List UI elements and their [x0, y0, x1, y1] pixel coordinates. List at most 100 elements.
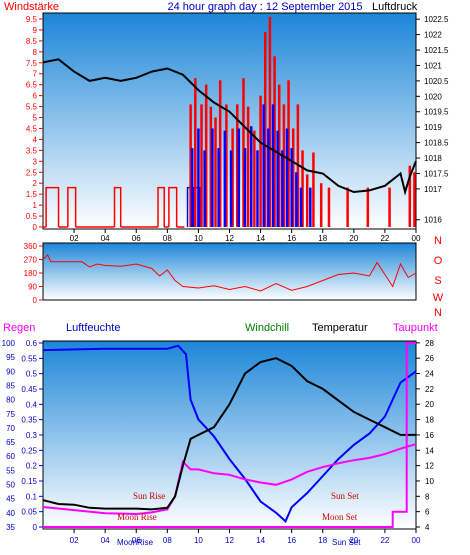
x-tick-label: 08: [163, 234, 172, 243]
temp-tick-label: 6: [425, 508, 430, 517]
x-tick-label: 02: [70, 536, 79, 545]
humidity-tick-label: 50: [6, 481, 15, 490]
pressure-tick-label: 1018: [424, 154, 442, 163]
pressure-tick-label: 1018.5: [424, 139, 449, 148]
wind-tick-label: 9.5: [26, 15, 38, 24]
pressure-tick-label: 1021.5: [424, 46, 449, 55]
wind-tick-label: 0.5: [26, 212, 38, 221]
wind-tick-label: 7.5: [26, 59, 38, 68]
rain-tick-label: 0.45: [21, 385, 37, 394]
x-tick-label: 22: [380, 536, 389, 545]
humidity-axis: 35 40 45 50 55 60 65 70 75 80 85 90 95 100: [2, 339, 16, 532]
temp-tick-label: 24: [425, 370, 434, 379]
wind-segment: [168, 186, 178, 227]
humidity-tick-label: 90: [6, 367, 15, 376]
x-tick-label: 06: [132, 536, 141, 545]
pressure-tick-label: 1022.5: [424, 15, 449, 24]
rain-tick-label: 0.15: [21, 477, 37, 486]
rain-tick-label: 0.5: [26, 370, 38, 379]
rain-tick-label: 0.2: [26, 462, 38, 471]
temp-tick-label: 10: [425, 477, 434, 486]
wind-tick-label: 3: [33, 157, 38, 166]
temp-tick-label: 26: [425, 354, 434, 363]
dewpoint-title: Taupunkt: [393, 322, 438, 334]
humidity-tick-label: 35: [6, 523, 15, 532]
compass-label: N: [434, 307, 442, 319]
moon-set-label: Moon Set: [322, 512, 358, 522]
pressure-axis: 1016 1017 1017.5 1018 1018.5 1019 1019.5 1020 10…: [416, 15, 449, 225]
rain-tick-label: 0: [33, 523, 38, 532]
pressure-line: [42, 58, 417, 196]
humidity-tick-label: 55: [6, 466, 15, 475]
wind-tick-label: 1.5: [26, 190, 38, 199]
wind-segment: [67, 186, 77, 227]
temperature-x-axis: 02 04 06 08 10 12 14 16 18 20 22 00: [70, 529, 421, 545]
x-tick-label: 12: [225, 234, 234, 243]
chart-title: 24 hour graph day : 12 September 2015: [167, 1, 362, 13]
x-tick-label: 10: [194, 234, 203, 243]
humidity-tick-label: 85: [6, 381, 15, 390]
x-tick-label: 20: [349, 234, 358, 243]
wind-tick-label: 8: [33, 48, 38, 57]
pressure-tick-label: 1020.5: [424, 77, 449, 86]
pressure-tick-label: 1017.5: [424, 169, 449, 178]
x-tick-label: 00: [412, 234, 421, 243]
rain-title: Regen: [3, 322, 35, 334]
wind-tick-label: 7: [33, 70, 38, 79]
temperature-axis: 4 6 8 10 12 14 16 18 20 22 24 26 28: [416, 339, 434, 532]
humidity-tick-label: 75: [6, 410, 15, 419]
pressure-tick-label: 1017: [424, 185, 442, 194]
temp-tick-label: 22: [425, 385, 434, 394]
wind-segment: [45, 186, 60, 227]
x-tick-label: 14: [256, 536, 265, 545]
humidity-title: Luftfeuchte: [66, 322, 120, 334]
x-tick-label: 16: [287, 234, 296, 243]
temp-tick-label: 20: [425, 400, 434, 409]
compass-label: W: [433, 292, 444, 304]
temperature-title: Temperatur: [312, 322, 368, 334]
direction-tick-label: 360: [24, 242, 38, 251]
x-tick-label: 18: [318, 234, 327, 243]
sun-set-label: Sun Set: [331, 491, 359, 501]
x-tick-label: 12: [225, 536, 234, 545]
wind-direction-plot-area: [42, 242, 417, 301]
wind-segment: [157, 186, 165, 227]
x-tick-label: 10: [194, 536, 203, 545]
rain-tick-label: 0.05: [21, 508, 37, 517]
temp-tick-label: 14: [425, 446, 434, 455]
humidity-tick-label: 70: [6, 424, 15, 433]
wind-tick-label: 5: [33, 114, 38, 123]
rain-tick-label: 0.6: [26, 339, 38, 348]
humidity-line: [42, 344, 417, 523]
x-tick-label: 04: [101, 234, 110, 243]
wind-pressure-plot-area: [42, 12, 417, 230]
compass-label: O: [434, 255, 443, 267]
x-tick-label: 00: [412, 536, 421, 545]
temperature-humidity-plot-area: [42, 340, 417, 530]
rain-line: [43, 342, 416, 528]
wind-direction-line: [42, 254, 417, 292]
direction-tick-label: 180: [24, 269, 38, 278]
humidity-tick-label: 80: [6, 396, 15, 405]
wind-tick-label: 6.5: [26, 81, 38, 90]
wind-tick-label: 1: [33, 201, 38, 210]
direction-tick-label: 0: [33, 296, 38, 305]
temp-tick-label: 8: [425, 492, 430, 501]
pressure-tick-label: 1022: [424, 31, 442, 40]
wind-tick-label: 3.5: [26, 146, 38, 155]
wind-tick-label: 0: [33, 223, 38, 232]
x-tick-label: 04: [101, 536, 110, 545]
x-tick-label: 18: [318, 536, 327, 545]
rain-axis: 0 0.05 0.1 0.15 0.2 0.25 0.3 0.35 0.4 0.45 0.5 0.55…: [21, 339, 43, 532]
wind-tick-label: 4: [33, 135, 38, 144]
compass-label: S: [434, 275, 441, 287]
temp-tick-label: 16: [425, 431, 434, 440]
compass-label: N: [434, 235, 442, 247]
rain-tick-label: 0.3: [26, 431, 38, 440]
x-tick-label: 20: [349, 536, 358, 545]
temp-tick-label: 12: [425, 462, 434, 471]
temp-tick-label: 4: [425, 523, 430, 532]
humidity-tick-label: 60: [6, 452, 15, 461]
